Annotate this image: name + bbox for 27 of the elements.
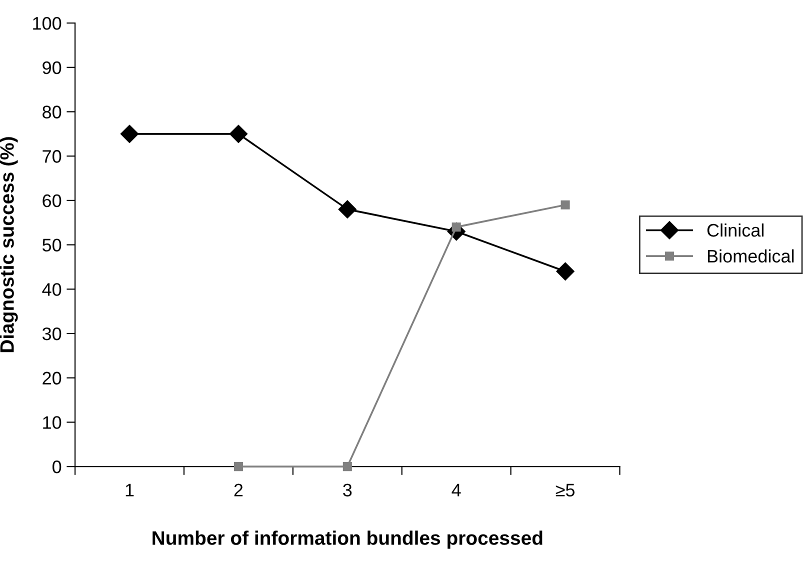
x-tick-label: 4	[452, 484, 461, 496]
y-axis-title: Diagnostic success (%)	[0, 137, 18, 352]
y-tick-label: 30	[42, 327, 62, 340]
y-tick-label: 40	[42, 283, 62, 296]
y-tick-label: 70	[42, 150, 62, 163]
y-tick-label: 80	[42, 106, 62, 118]
point	[556, 262, 574, 280]
y-tick-label: 0	[52, 460, 62, 474]
y-tick-label: 10	[43, 416, 62, 429]
y-tick-label: 90	[42, 61, 62, 74]
x-tick-label: 3	[343, 484, 352, 496]
point	[234, 462, 243, 472]
point	[560, 200, 570, 210]
x-tick-label: 2	[234, 484, 243, 496]
point	[338, 200, 356, 218]
y-tick-label: 100	[33, 16, 62, 30]
point	[342, 462, 352, 472]
y-tick-label: 60	[42, 194, 62, 208]
x-tick-label: 1	[126, 484, 134, 496]
legend-label: Clinical	[707, 223, 764, 237]
y-tick-label: 20	[42, 372, 62, 385]
legend-label: Biomedical	[708, 249, 794, 263]
point	[120, 124, 139, 143]
x-tick-label: ≥5	[556, 484, 575, 496]
y-tick-label: 50	[42, 238, 62, 252]
point	[229, 124, 248, 143]
x-axis-title: Number of information bundles processed	[152, 530, 542, 549]
